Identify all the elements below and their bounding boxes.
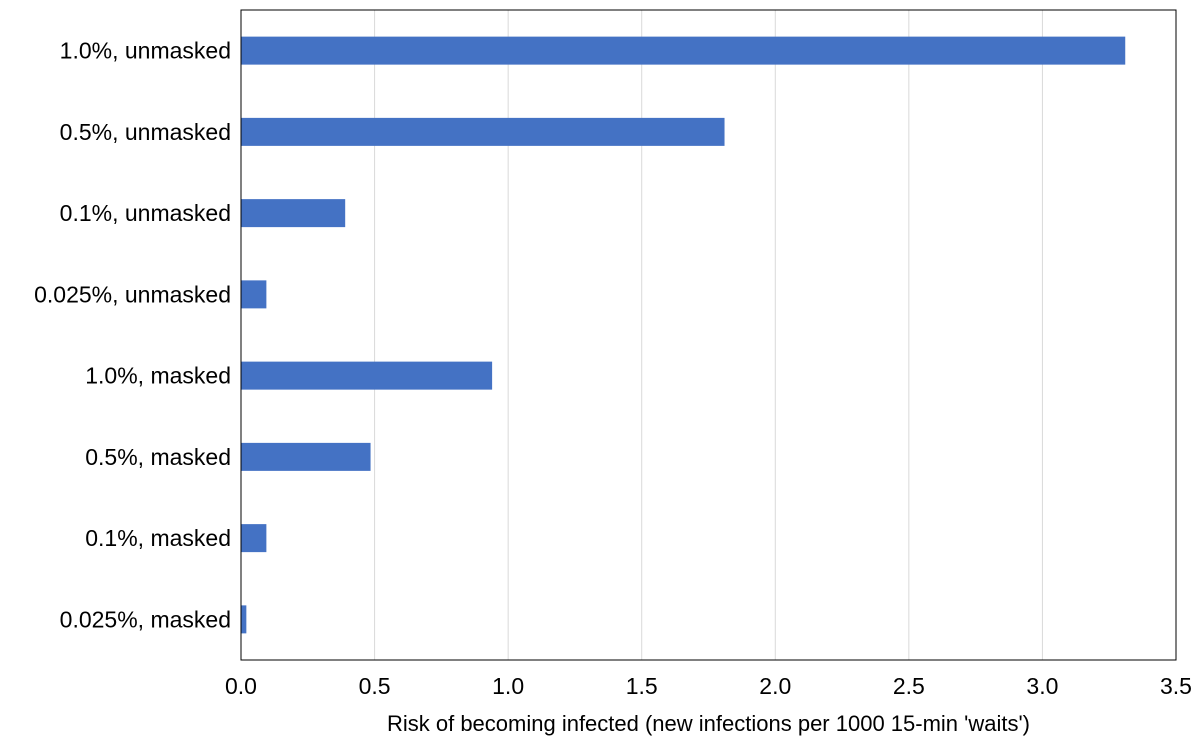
bar [241, 605, 247, 634]
category-labels: 1.0%, unmasked 0.5%, unmasked 0.1%, unmask… [34, 38, 231, 633]
plot-area-border [240, 9, 1177, 661]
x-tick-label: 2.0 [759, 673, 791, 699]
category-label: 0.1%, masked [85, 525, 231, 551]
bar [241, 361, 493, 390]
bar [241, 524, 267, 553]
x-tick-label: 3.5 [1160, 673, 1192, 699]
gridlines [374, 10, 1043, 660]
x-tick-label: 1.0 [492, 673, 524, 699]
category-label: 0.1%, unmasked [60, 200, 231, 226]
category-label: 0.025%, masked [60, 606, 231, 632]
category-label: 0.025%, unmasked [34, 281, 231, 307]
x-tick-label: 0.5 [359, 673, 391, 699]
x-tick-label: 0.0 [225, 673, 257, 699]
x-tick-label: 2.5 [893, 673, 925, 699]
x-tick-label: 3.0 [1026, 673, 1058, 699]
category-label: 1.0%, masked [85, 363, 231, 389]
x-axis-title: Risk of becoming infected (new infection… [387, 711, 1030, 736]
bar [241, 117, 725, 146]
category-label: 1.0%, unmasked [60, 38, 231, 64]
category-label: 0.5%, unmasked [60, 119, 231, 145]
bar [241, 36, 1126, 65]
bar [241, 280, 267, 309]
bar [241, 442, 371, 471]
x-tick-labels: 0.0 0.5 1.0 1.5 2.0 2.5 3.0 3.5 [225, 673, 1192, 699]
bar [241, 199, 346, 228]
category-label: 0.5%, masked [85, 444, 231, 470]
bars [241, 36, 1126, 634]
x-tick-label: 1.5 [626, 673, 658, 699]
